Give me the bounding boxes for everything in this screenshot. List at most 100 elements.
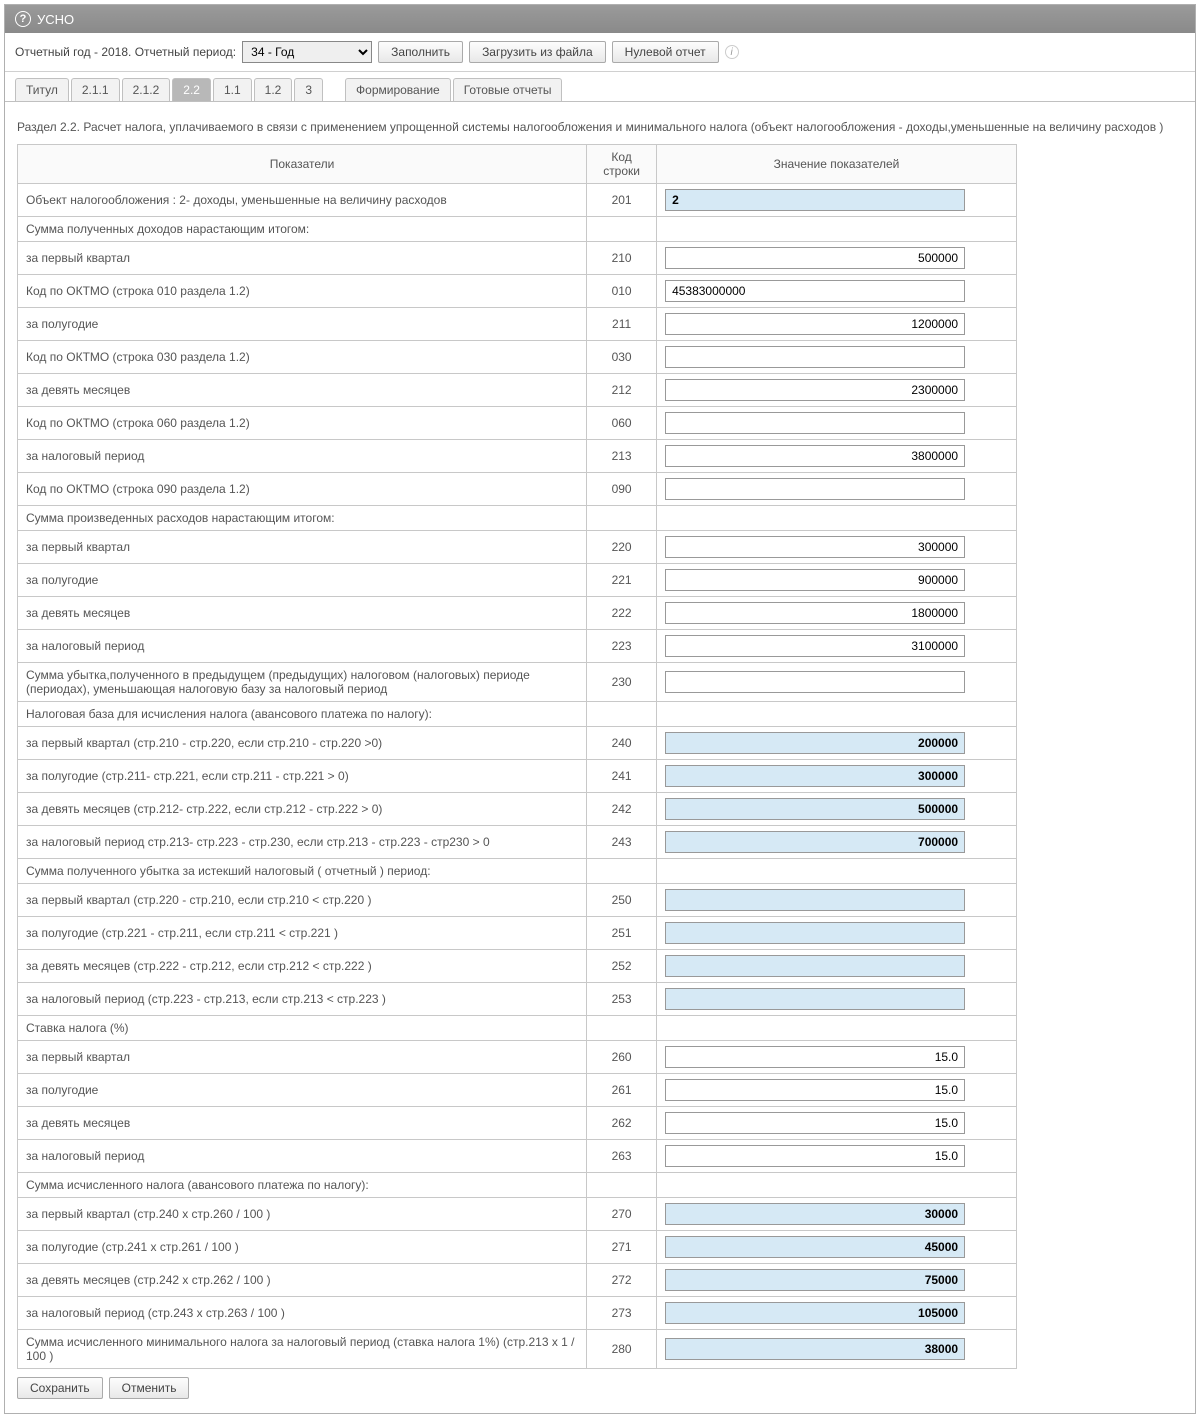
row-value-cell	[657, 597, 1017, 630]
value-input-010[interactable]	[665, 280, 965, 302]
row-code: 212	[587, 374, 657, 407]
table-row: за налоговый период стр.213- стр.223 - с…	[18, 826, 1017, 859]
table-row: за полугодие (стр.241 х стр.261 / 100 )2…	[18, 1231, 1017, 1264]
value-input-250[interactable]	[665, 889, 965, 911]
value-input-280[interactable]	[665, 1338, 965, 1360]
fill-button[interactable]: Заполнить	[378, 41, 463, 63]
column-header-label: Показатели	[18, 145, 587, 184]
tab-2.1.2[interactable]: 2.1.2	[122, 78, 171, 101]
value-input-253[interactable]	[665, 988, 965, 1010]
row-label: за первый квартал	[18, 1041, 587, 1074]
row-value-cell	[657, 1041, 1017, 1074]
save-button[interactable]: Сохранить	[17, 1377, 103, 1399]
row-code: 213	[587, 440, 657, 473]
tab-Готовые отчеты[interactable]: Готовые отчеты	[453, 78, 563, 101]
row-label: Объект налогообложения : 2- доходы, умен…	[18, 184, 587, 217]
row-code: 250	[587, 884, 657, 917]
row-value-cell	[657, 950, 1017, 983]
row-value-cell	[657, 308, 1017, 341]
column-header-value: Значение показателей	[657, 145, 1017, 184]
value-input-273[interactable]	[665, 1302, 965, 1324]
row-label: Сумма произведенных расходов нарастающим…	[18, 506, 587, 531]
table-row: Налоговая база для исчисления налога (ав…	[18, 702, 1017, 727]
row-label: Код по ОКТМО (строка 090 раздела 1.2)	[18, 473, 587, 506]
row-code: 270	[587, 1198, 657, 1231]
value-input-060[interactable]	[665, 412, 965, 434]
row-value-cell	[657, 859, 1017, 884]
row-code: 222	[587, 597, 657, 630]
row-label: за первый квартал	[18, 531, 587, 564]
value-input-030[interactable]	[665, 346, 965, 368]
table-row: за девять месяцев222	[18, 597, 1017, 630]
value-input-263[interactable]	[665, 1145, 965, 1167]
row-code	[587, 1173, 657, 1198]
tab-2.2[interactable]: 2.2	[172, 78, 211, 101]
help-icon[interactable]: ?	[15, 11, 31, 27]
value-input-252[interactable]	[665, 955, 965, 977]
tab-2.1.1[interactable]: 2.1.1	[71, 78, 120, 101]
row-code: 090	[587, 473, 657, 506]
table-row: Код по ОКТМО (строка 010 раздела 1.2)010	[18, 275, 1017, 308]
table-row: за первый квартал (стр.220 - стр.210, ес…	[18, 884, 1017, 917]
value-input-260[interactable]	[665, 1046, 965, 1068]
zero-report-button[interactable]: Нулевой отчет	[612, 41, 719, 63]
row-value-cell	[657, 506, 1017, 531]
table-row: за полугодие (стр.221 - стр.211, если ст…	[18, 917, 1017, 950]
value-input-222[interactable]	[665, 602, 965, 624]
row-label: за налоговый период (стр.223 - стр.213, …	[18, 983, 587, 1016]
value-input-271[interactable]	[665, 1236, 965, 1258]
row-label: за девять месяцев	[18, 374, 587, 407]
row-code: 263	[587, 1140, 657, 1173]
value-input-220[interactable]	[665, 536, 965, 558]
row-label: за полугодие (стр.211- стр.221, если стр…	[18, 760, 587, 793]
period-select[interactable]: 34 - Год	[242, 41, 372, 63]
tab-1.2[interactable]: 1.2	[254, 78, 293, 101]
value-input-251[interactable]	[665, 922, 965, 944]
value-input-230[interactable]	[665, 671, 965, 693]
row-label: за девять месяцев	[18, 1107, 587, 1140]
value-input-261[interactable]	[665, 1079, 965, 1101]
value-input-090[interactable]	[665, 478, 965, 500]
row-code: 223	[587, 630, 657, 663]
tab-1.1[interactable]: 1.1	[213, 78, 252, 101]
row-value-cell	[657, 1231, 1017, 1264]
load-button[interactable]: Загрузить из файла	[469, 41, 606, 63]
value-input-272[interactable]	[665, 1269, 965, 1291]
table-row: Код по ОКТМО (строка 060 раздела 1.2)060	[18, 407, 1017, 440]
row-code: 240	[587, 727, 657, 760]
value-input-241[interactable]	[665, 765, 965, 787]
table-row: за первый квартал260	[18, 1041, 1017, 1074]
cancel-button[interactable]: Отменить	[109, 1377, 190, 1399]
value-input-221[interactable]	[665, 569, 965, 591]
tab-3[interactable]: 3	[294, 78, 323, 101]
row-code: 060	[587, 407, 657, 440]
value-input-211[interactable]	[665, 313, 965, 335]
row-value-cell	[657, 983, 1017, 1016]
row-code: 271	[587, 1231, 657, 1264]
tab-Формирование[interactable]: Формирование	[345, 78, 451, 101]
value-input-213[interactable]	[665, 445, 965, 467]
info-icon[interactable]: i	[725, 45, 739, 59]
value-input-201[interactable]	[665, 189, 965, 211]
table-row: Код по ОКТМО (строка 090 раздела 1.2)090	[18, 473, 1017, 506]
tab-Титул[interactable]: Титул	[15, 78, 69, 101]
value-input-210[interactable]	[665, 247, 965, 269]
value-input-223[interactable]	[665, 635, 965, 657]
value-input-262[interactable]	[665, 1112, 965, 1134]
row-label: Сумма исчисленного минимального налога з…	[18, 1330, 587, 1369]
value-input-242[interactable]	[665, 798, 965, 820]
value-input-212[interactable]	[665, 379, 965, 401]
row-value-cell	[657, 184, 1017, 217]
row-code	[587, 1016, 657, 1041]
value-input-243[interactable]	[665, 831, 965, 853]
value-input-270[interactable]	[665, 1203, 965, 1225]
table-row: Сумма убытка,полученного в предыдущем (п…	[18, 663, 1017, 702]
row-code: 280	[587, 1330, 657, 1369]
row-label: за налоговый период	[18, 440, 587, 473]
row-value-cell	[657, 1107, 1017, 1140]
table-row: за первый квартал210	[18, 242, 1017, 275]
row-label: за первый квартал (стр.240 х стр.260 / 1…	[18, 1198, 587, 1231]
footer-buttons: Сохранить Отменить	[17, 1369, 1183, 1403]
value-input-240[interactable]	[665, 732, 965, 754]
row-label: за налоговый период стр.213- стр.223 - с…	[18, 826, 587, 859]
